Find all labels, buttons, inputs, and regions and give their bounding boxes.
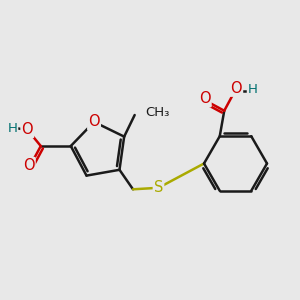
Text: O: O (22, 122, 33, 137)
Text: H: H (248, 83, 258, 96)
Text: CH₃: CH₃ (145, 106, 169, 118)
Text: O: O (88, 114, 100, 129)
Text: O: O (23, 158, 34, 173)
Text: S: S (154, 180, 163, 195)
Text: O: O (199, 91, 211, 106)
Text: H: H (7, 122, 17, 134)
Text: O: O (230, 81, 242, 96)
